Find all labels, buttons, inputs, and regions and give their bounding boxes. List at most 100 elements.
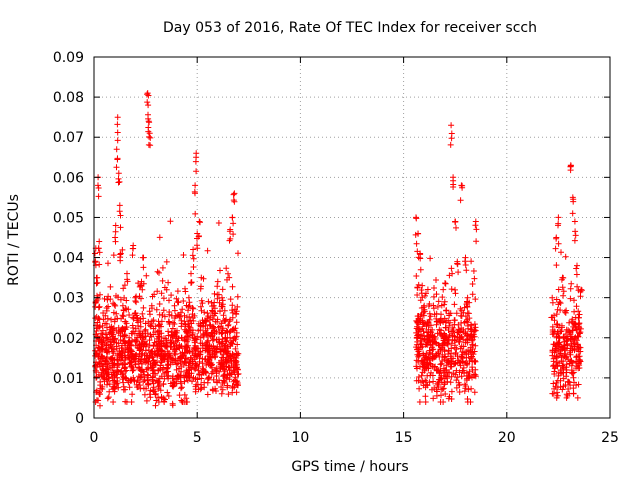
data-point	[570, 196, 577, 203]
data-point	[178, 354, 184, 361]
data-point	[419, 319, 426, 326]
data-point	[465, 325, 472, 332]
data-point	[154, 268, 161, 275]
data-point	[457, 328, 464, 335]
data-point	[569, 319, 576, 326]
data-point	[571, 237, 578, 244]
x-tick-label: 15	[395, 430, 413, 446]
data-point	[113, 310, 120, 317]
data-point	[209, 332, 216, 339]
data-point	[198, 297, 205, 304]
data-point	[224, 329, 231, 335]
data-point	[568, 369, 575, 376]
data-point	[558, 249, 564, 256]
y-tick-label: 0.03	[53, 291, 84, 307]
data-point	[230, 191, 237, 198]
data-point	[152, 391, 159, 398]
data-point	[187, 327, 194, 334]
data-point	[118, 354, 125, 361]
data-point	[204, 337, 211, 344]
data-point	[150, 331, 157, 338]
data-point	[130, 367, 137, 373]
data-point	[167, 218, 174, 225]
data-point	[145, 102, 152, 109]
data-point	[104, 354, 111, 361]
data-point	[553, 355, 560, 362]
data-point	[146, 337, 153, 344]
data-point	[575, 353, 582, 360]
data-point	[457, 197, 464, 204]
data-point	[147, 387, 154, 394]
data-point	[438, 360, 445, 367]
data-point	[557, 300, 564, 307]
data-point	[446, 322, 453, 329]
data-point	[136, 360, 142, 367]
data-point	[454, 374, 461, 381]
data-point	[559, 324, 565, 331]
data-point	[216, 299, 223, 306]
data-point	[464, 375, 470, 382]
data-point	[174, 288, 181, 295]
data-point	[117, 350, 124, 357]
data-point	[112, 238, 119, 245]
data-point	[230, 335, 237, 342]
data-point	[416, 351, 423, 357]
data-point	[419, 282, 426, 289]
data-point	[107, 329, 114, 335]
data-point	[213, 336, 220, 343]
data-point	[186, 324, 193, 331]
data-point	[169, 325, 176, 332]
data-point	[101, 378, 108, 385]
data-point	[182, 321, 189, 328]
data-point	[185, 333, 192, 339]
data-point	[196, 218, 203, 225]
data-point	[198, 307, 205, 314]
data-point	[458, 333, 465, 340]
data-point	[156, 234, 163, 241]
data-point	[147, 323, 154, 330]
data-point	[115, 361, 122, 367]
data-point	[447, 141, 454, 148]
data-point	[229, 302, 236, 309]
data-point	[448, 373, 455, 380]
data-point	[116, 202, 123, 209]
data-point	[448, 388, 455, 395]
data-point	[126, 334, 133, 341]
data-point	[92, 347, 99, 354]
data-point	[557, 377, 564, 384]
data-point	[567, 163, 574, 170]
data-point	[94, 325, 101, 332]
data-point	[455, 379, 462, 386]
data-point	[122, 386, 129, 393]
data-point	[204, 247, 211, 254]
data-point	[210, 376, 217, 383]
data-point	[220, 373, 227, 380]
data-point	[573, 303, 580, 310]
data-point	[141, 338, 148, 345]
data-point	[554, 359, 561, 366]
data-point	[424, 356, 431, 363]
data-point	[219, 303, 225, 310]
data-point	[103, 307, 110, 314]
data-point	[424, 332, 431, 339]
data-point	[448, 396, 455, 402]
data-point	[455, 338, 462, 345]
data-point	[96, 316, 103, 323]
data-point	[555, 240, 562, 247]
data-point	[206, 374, 213, 381]
data-point	[126, 384, 133, 391]
data-point	[145, 128, 152, 135]
data-point	[111, 301, 118, 308]
data-point	[95, 315, 102, 322]
data-point	[122, 318, 128, 325]
data-point	[197, 219, 203, 226]
data-point	[204, 315, 211, 322]
data-point	[178, 363, 185, 370]
data-point	[549, 323, 556, 330]
data-point	[206, 342, 213, 349]
x-tick-label: 5	[193, 430, 202, 446]
data-point	[422, 393, 429, 400]
data-point	[92, 259, 99, 266]
data-point	[188, 270, 194, 277]
